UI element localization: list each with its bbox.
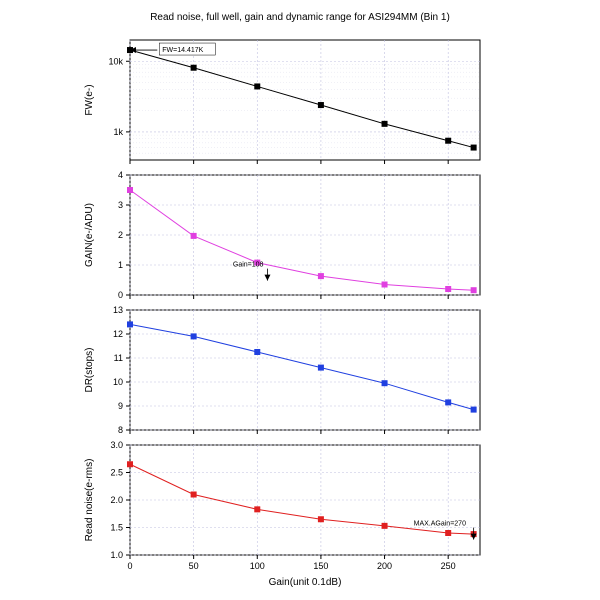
svg-text:150: 150	[313, 561, 328, 571]
svg-text:GAIN(e-/ADU): GAIN(e-/ADU)	[84, 203, 95, 267]
svg-text:MAX.AGain=270: MAX.AGain=270	[414, 521, 466, 528]
svg-text:8: 8	[118, 425, 123, 435]
svg-text:1.0: 1.0	[110, 550, 123, 560]
svg-text:4: 4	[118, 170, 123, 180]
svg-text:13: 13	[113, 305, 123, 315]
svg-text:100: 100	[250, 561, 265, 571]
svg-text:2.5: 2.5	[110, 468, 123, 478]
svg-text:3: 3	[118, 200, 123, 210]
svg-text:FW(e-): FW(e-)	[84, 84, 95, 115]
svg-text:DR(stops): DR(stops)	[84, 347, 95, 392]
svg-text:12: 12	[113, 329, 123, 339]
svg-text:FW=14.417K: FW=14.417K	[162, 47, 203, 54]
svg-text:0: 0	[118, 290, 123, 300]
svg-text:2.0: 2.0	[110, 495, 123, 505]
svg-text:Read noise(e-rms): Read noise(e-rms)	[84, 459, 95, 542]
svg-text:Gain(unit 0.1dB): Gain(unit 0.1dB)	[269, 577, 342, 588]
svg-text:10k: 10k	[108, 56, 123, 66]
svg-text:250: 250	[441, 561, 456, 571]
svg-text:1.5: 1.5	[110, 523, 123, 533]
svg-text:50: 50	[189, 561, 199, 571]
svg-text:0: 0	[127, 561, 132, 571]
chart-svg: 1k10kFW(e-)FW=14.417K01234GAIN(e-/ADU)Ga…	[0, 0, 600, 600]
svg-text:200: 200	[377, 561, 392, 571]
svg-text:3.0: 3.0	[110, 440, 123, 450]
svg-text:11: 11	[114, 353, 123, 363]
svg-text:10: 10	[113, 377, 123, 387]
svg-text:1: 1	[118, 260, 123, 270]
svg-text:1k: 1k	[113, 127, 123, 137]
svg-text:Gain=108: Gain=108	[233, 262, 264, 269]
svg-text:2: 2	[118, 230, 123, 240]
svg-text:9: 9	[118, 401, 123, 411]
